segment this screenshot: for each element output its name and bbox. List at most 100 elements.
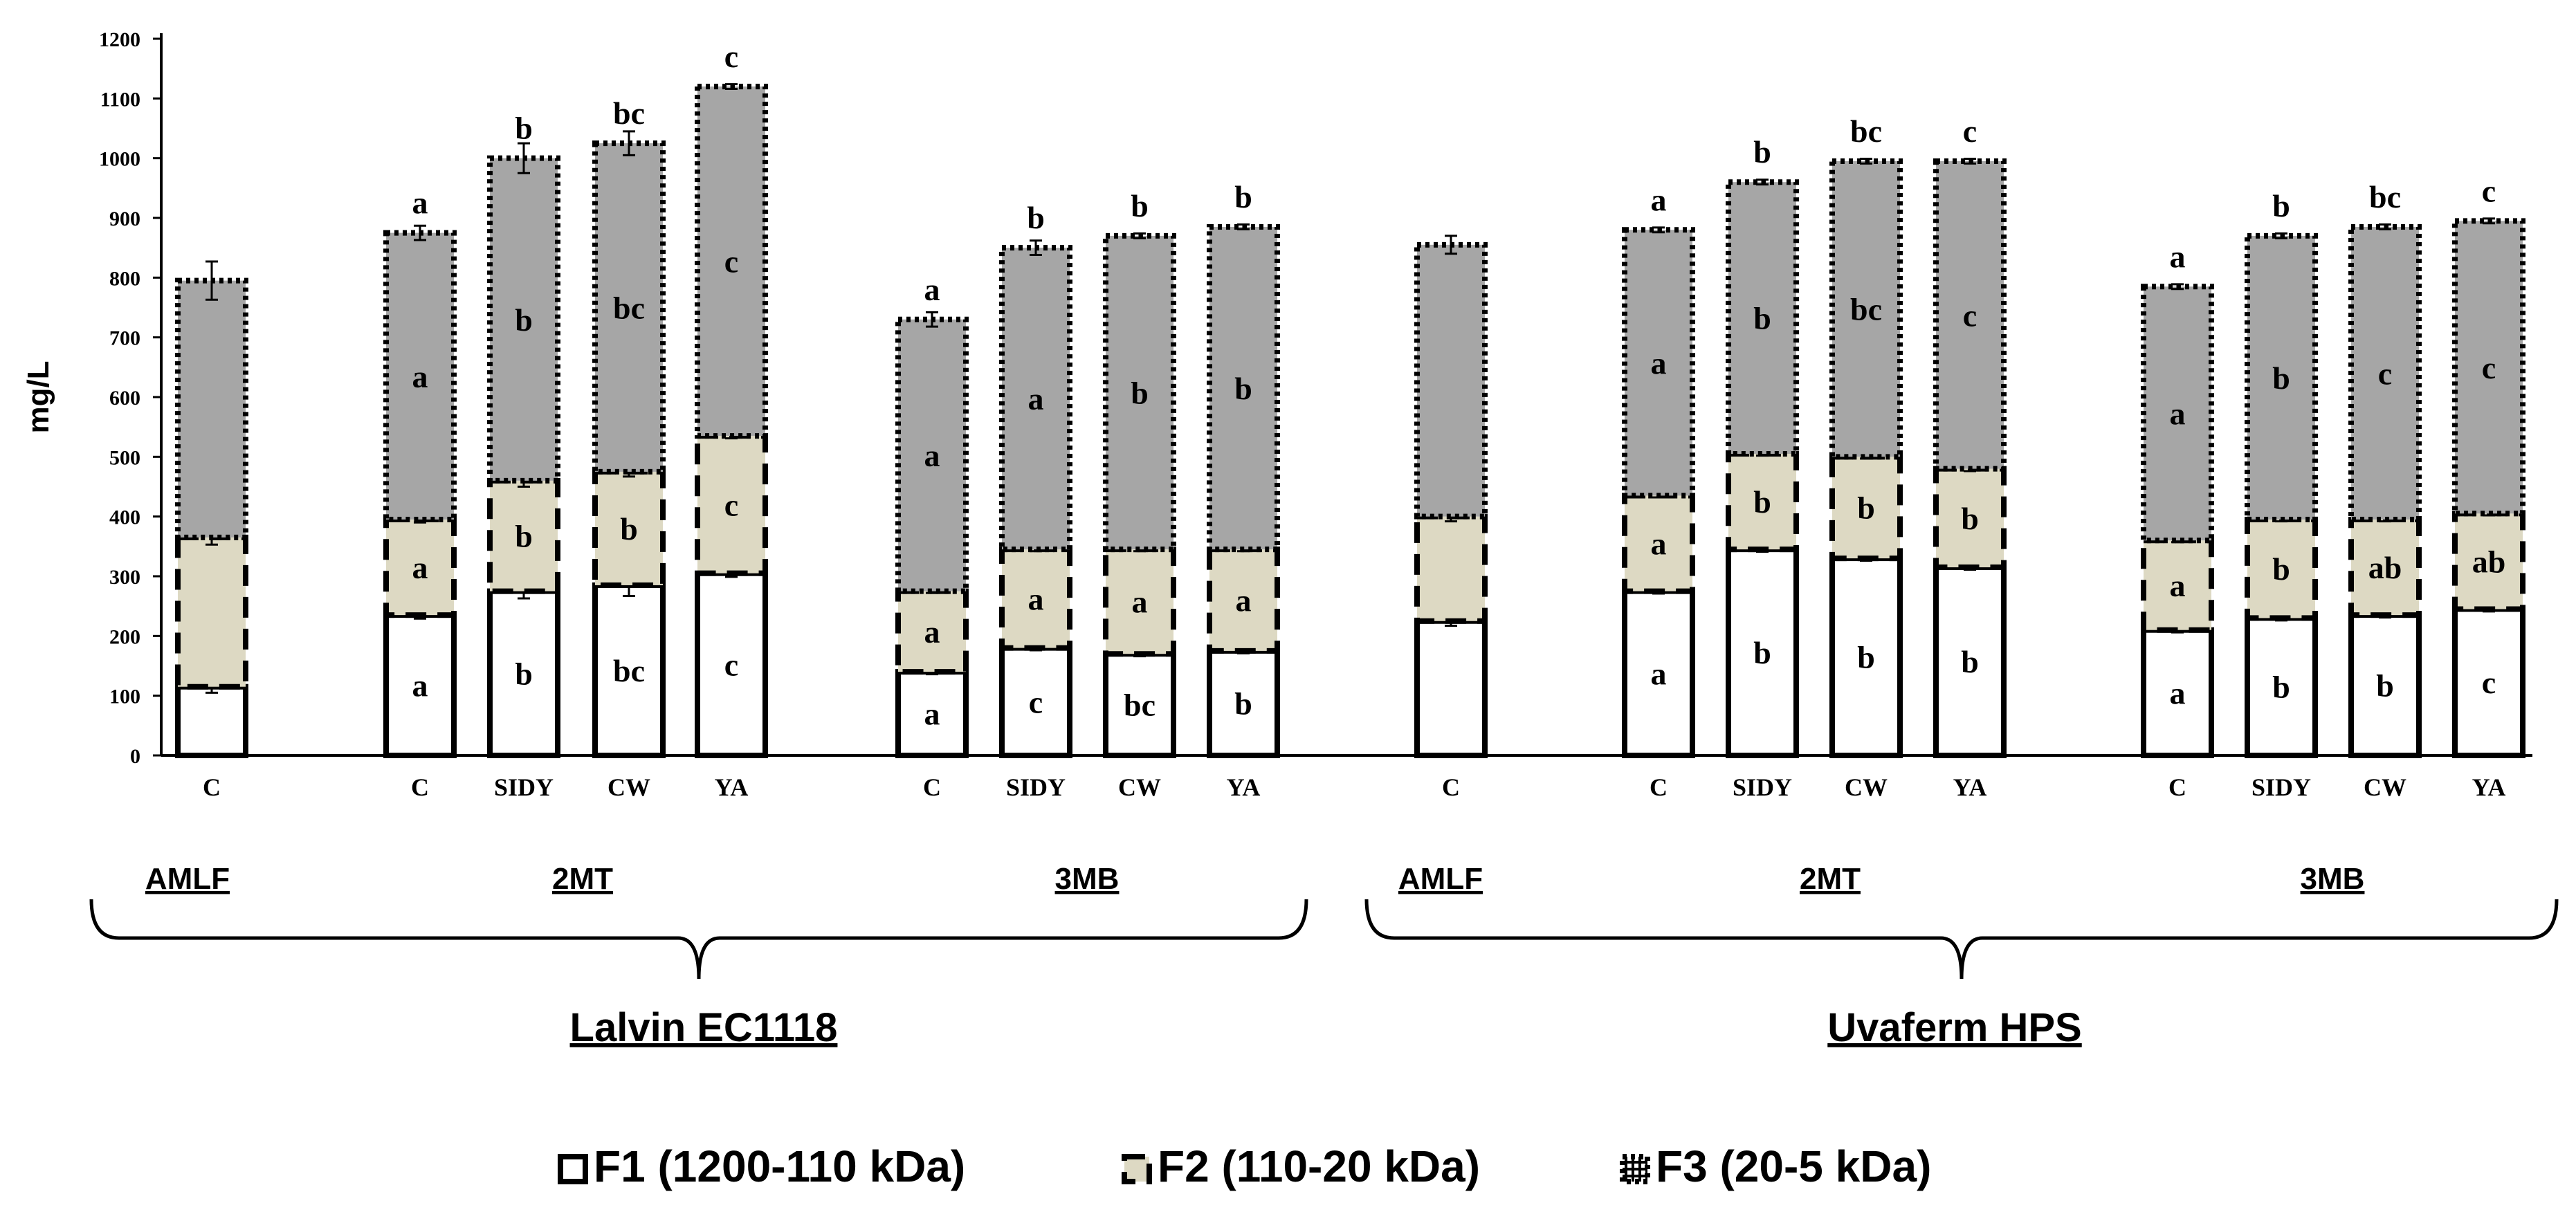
group-label: 3MB [2301,862,2365,896]
bar-segment-2 [2141,538,2214,633]
significance-letter-top: a [2170,239,2186,274]
significance-letter-top: b [515,111,533,146]
significance-letter: b [515,656,533,691]
significance-letter-top: b [2272,188,2290,223]
bar-segment-2 [1726,451,1799,553]
bar-stack [2141,283,2214,759]
x-tick-label: C [203,773,221,801]
bar-stack [1933,158,2007,758]
y-tick-label: 700 [109,327,140,350]
group-label: 2MT [1800,862,1861,896]
significance-letter: b [1753,635,1771,670]
x-tick-label: C [1442,773,1460,801]
group-label: AMLF [1398,862,1483,896]
y-tick-label: 0 [130,745,140,768]
bar-segment-3 [2245,232,2318,522]
groups-layer: AMLF 2MT 3MB AMLF 2MT 3MB Lalvin EC1118 Uvaferm… [89,862,2559,1050]
significance-letter: b [1857,640,1875,675]
significance-letter-top: a [1651,182,1667,217]
significance-letter: a [1132,585,1148,620]
significance-letter: ab [2368,550,2402,585]
significance-letter: b [1961,644,1979,679]
bar-segment-3 [1726,179,1799,457]
bar-segment-2 [895,588,969,675]
significance-letter: c [724,244,738,279]
legend-item: F2 (110-20 kDa) [1122,1141,1480,1191]
significance-letter: bc [1124,688,1155,723]
x-tick-label: CW [2364,773,2406,801]
x-tick-label: SIDY [1733,773,1792,801]
significance-letter-top: b [1234,179,1252,214]
significance-letter: a [412,668,428,704]
bar-segment-1 [383,612,457,758]
significance-letter: a [2170,396,2186,432]
bars-layer [175,83,2525,759]
bar-segment-1 [487,588,560,758]
significance-letter-top: b [1753,134,1771,169]
legend-label: F1 (1200-110 kDa) [594,1141,965,1191]
x-tick-label: C [923,773,941,801]
bar-segment-1 [2348,612,2422,758]
significance-letter: b [515,302,533,338]
x-tick-label: YA [715,773,749,801]
significance-letter-top: bc [1850,113,1882,149]
bar-segment-1 [2245,615,2318,759]
significance-letter-top: c [2482,173,2496,208]
x-tick-label: CW [1845,773,1888,801]
significance-letter: c [1963,297,1977,333]
significance-letter: a [412,550,428,585]
bar-stack [2452,217,2525,758]
significance-letter-top: bc [613,95,645,131]
y-tick-label: 200 [109,625,140,648]
bar-segment-3 [175,277,248,540]
significance-letter-top: a [924,272,940,307]
bar-segment-1 [1414,618,1488,758]
brace-lalvin [89,899,1308,980]
bar-segment-2 [2348,516,2422,618]
x-tick-label: SIDY [494,773,554,801]
bar-stack [1622,226,1695,758]
y-tick-label: 300 [109,566,140,589]
significance-letter: b [2272,551,2290,587]
bar-segment-2 [175,534,248,690]
significance-letter: b [1753,484,1771,520]
y-tick-label: 900 [109,208,140,230]
bar-stack [1414,235,1488,758]
bar-segment-2 [1622,493,1695,594]
bar-segment-2 [1414,513,1488,624]
bar-segment-3 [695,84,768,439]
significance-letter: b [2272,670,2290,705]
significance-letter: bc [613,291,645,326]
bar-stack [1207,223,1280,759]
bar-stack [895,311,969,759]
bar-segment-3 [2452,218,2525,517]
y-tick-label: 1100 [100,88,140,111]
significance-letter: a [1028,581,1044,616]
significance-letter-top: a [412,185,428,221]
significance-letter: b [1753,301,1771,336]
significance-letter: a [924,697,940,732]
significance-letter-top: c [724,39,738,74]
yeast-label: Lalvin EC1118 [570,1005,838,1050]
legend-label: F3 (20-5 kDa) [1656,1141,1931,1191]
significance-letter: b [2272,360,2290,396]
significance-letter: a [1028,381,1044,416]
bar-stack [487,142,560,758]
significance-letter: b [1131,376,1149,411]
bar-segment-1 [1622,588,1695,758]
bar-segment-1 [2452,606,2525,758]
significance-letter-top: b [1131,188,1149,223]
significance-letter: a [2170,568,2186,603]
bar-stack [1103,232,1176,758]
text-layer: CaaaaCbbbbSIDYbcbbcbcCWccccYAaaaaCcaabSI… [203,39,2505,801]
x-tick-label: C [2168,773,2186,801]
legend-swatch [1122,1154,1152,1184]
legend-item: F3 (20-5 kDa) [1620,1141,1931,1191]
significance-letter: c [724,647,738,682]
bar-stack [383,224,457,758]
legend-label: F2 (110-20 kDa) [1158,1141,1480,1191]
significance-letter: a [924,614,940,650]
y-tick-label: 800 [109,267,140,290]
bar-segment-3 [1414,241,1488,520]
significance-letter: a [412,359,428,394]
